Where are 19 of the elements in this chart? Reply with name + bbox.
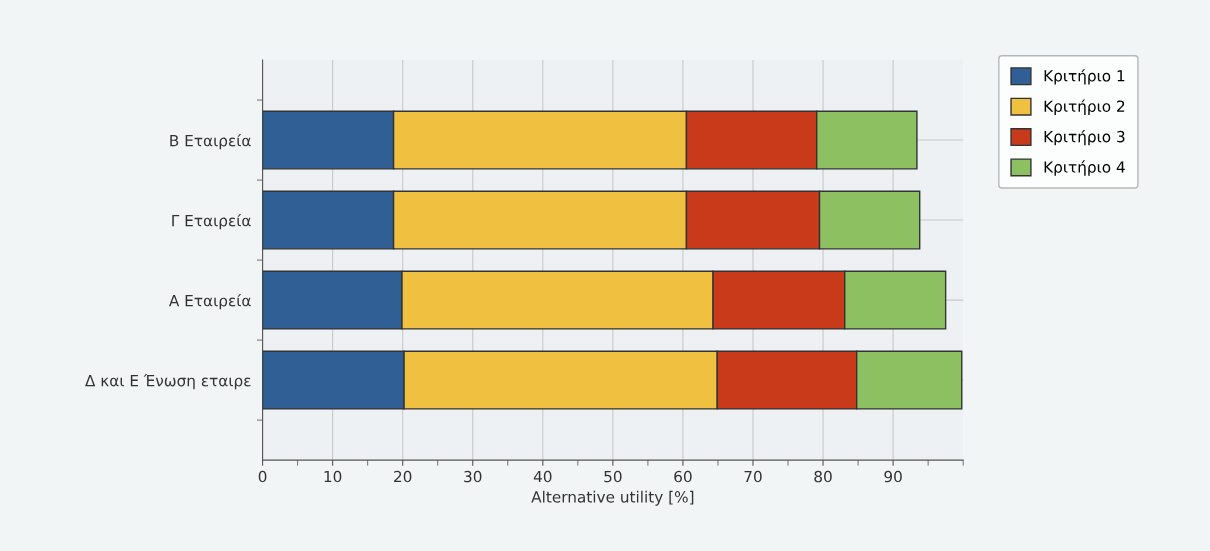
y-tick-label: Γ Εταιρεία xyxy=(172,213,251,230)
x-tick-label: 70 xyxy=(744,470,762,483)
legend-label: Κριτήριο 1 xyxy=(1044,69,1125,85)
legend-label: Κριτήριο 3 xyxy=(1044,129,1125,146)
x-tick-label: 10 xyxy=(324,470,342,483)
x-tick-label: 0 xyxy=(258,470,267,483)
y-tick-label: Δ και Ε Ένωση εταιρε xyxy=(85,373,251,390)
x-tick-label: 50 xyxy=(604,470,622,483)
x-tick-label: 80 xyxy=(814,470,832,483)
x-tick-label: 40 xyxy=(533,470,552,483)
y-tick-label: Α Εταιρεία xyxy=(168,293,251,310)
x-axis-title: Alternative utility [%] xyxy=(531,490,694,506)
legend-label: Κριτήριο 2 xyxy=(1044,99,1125,115)
x-tick-label: 20 xyxy=(394,470,412,483)
x-tick-label: 60 xyxy=(674,470,692,483)
y-tick-label: Β Εταιρεία xyxy=(170,133,251,150)
x-tick-label: 90 xyxy=(884,470,902,483)
x-tick-label: 30 xyxy=(464,470,482,483)
legend-label: Κριτήριο 4 xyxy=(1044,160,1125,176)
